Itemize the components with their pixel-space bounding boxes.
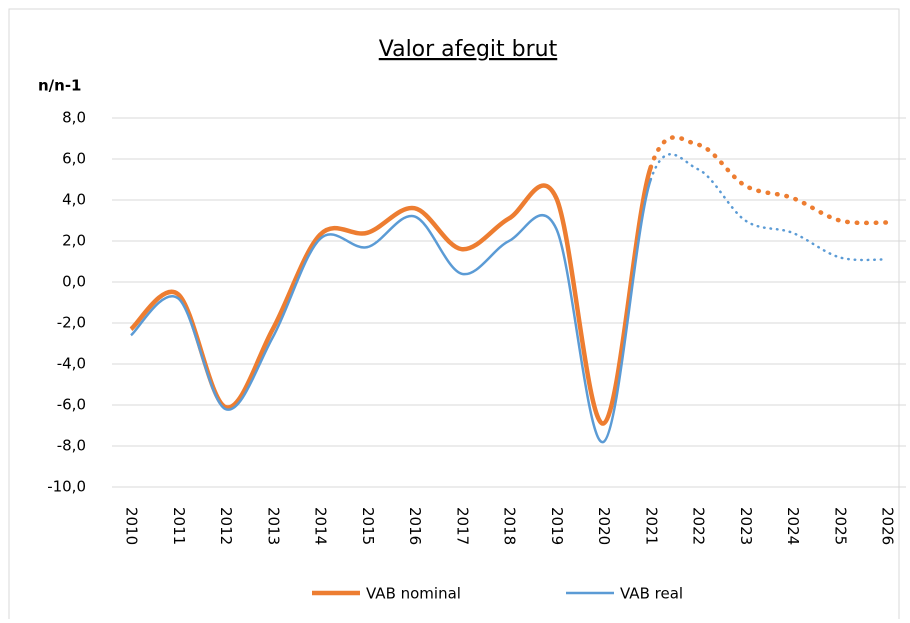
y-tick-label: 2,0 (62, 232, 86, 250)
y-tick-label: -2,0 (57, 314, 86, 332)
y-tick-label: -10,0 (47, 478, 86, 496)
y-tick-label: 8,0 (62, 109, 86, 127)
x-tick-label: 2024 (784, 507, 802, 545)
x-tick-label: 2013 (264, 507, 282, 545)
x-tick-label: 2023 (737, 507, 755, 545)
y-tick-label: -6,0 (57, 396, 86, 414)
series-line-dotted (648, 135, 890, 226)
x-tick-label: 2018 (501, 507, 519, 545)
x-tick-label: 2022 (690, 507, 708, 545)
chart-title: Valor afegit brut (379, 37, 558, 62)
x-tick-label: 2026 (879, 507, 897, 545)
x-tick-label: 2015 (359, 507, 377, 545)
series-line-dotted (649, 153, 889, 262)
x-tick-label: 2019 (548, 507, 566, 545)
series-line (130, 179, 652, 444)
x-tick-label: 2020 (595, 507, 613, 545)
x-tick-label: 2017 (453, 507, 471, 545)
y-tick-label: -8,0 (57, 437, 86, 455)
y-tick-label: 4,0 (62, 191, 86, 209)
y-tick-label: 0,0 (62, 273, 86, 291)
x-tick-label: 2010 (123, 507, 141, 545)
x-tick-label: 2011 (170, 507, 188, 545)
x-tick-label: 2025 (831, 507, 849, 545)
legend-label: VAB real (620, 585, 683, 603)
chart-border (8, 8, 900, 623)
series-line (129, 166, 653, 426)
y-tick-label: -4,0 (57, 355, 86, 373)
y-axis-label: n/n-1 (38, 77, 82, 95)
x-tick-label: 2016 (406, 507, 424, 545)
legend-label: VAB nominal (366, 585, 461, 603)
x-tick-label: 2021 (642, 507, 660, 545)
x-tick-label: 2014 (312, 507, 330, 545)
x-tick-label: 2012 (217, 507, 235, 545)
y-tick-label: 6,0 (62, 150, 86, 168)
